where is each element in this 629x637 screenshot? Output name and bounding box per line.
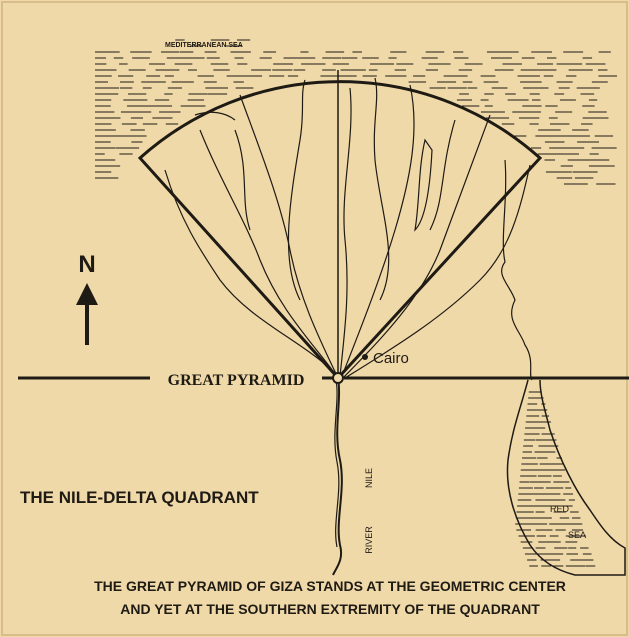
pyramid-marker — [333, 373, 343, 383]
cairo-dot — [362, 354, 368, 360]
paper — [0, 0, 629, 637]
red-label: RED — [550, 504, 570, 514]
red-sea-label: SEA — [568, 530, 586, 540]
sea-label: MEDITERRANEAN SEA — [165, 42, 243, 49]
city-label: Cairo — [373, 350, 409, 367]
north-label: N — [78, 251, 95, 278]
nile-label: NILE — [364, 468, 374, 488]
river-label: RIVER — [364, 526, 374, 554]
map: MEDITERRANEAN SEA N GREAT PYRAMID Cairo … — [0, 0, 629, 637]
caption-line: THE GREAT PYRAMID OF GIZA STANDS AT THE … — [94, 578, 566, 594]
page: MEDITERRANEAN SEA N GREAT PYRAMID Cairo … — [0, 0, 629, 637]
caption-line: AND YET AT THE SOUTHERN EXTREMITY OF THE… — [120, 601, 540, 617]
pyramid-label: GREAT PYRAMID — [168, 372, 305, 389]
map-title: THE NILE-DELTA QUADRANT — [20, 488, 259, 507]
